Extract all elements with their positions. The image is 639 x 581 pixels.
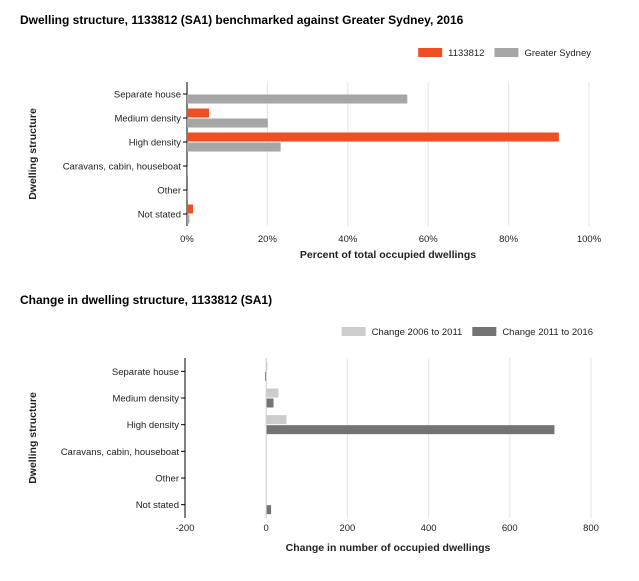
chart1-bar-1 <box>187 132 559 142</box>
chart1-bar-2 <box>187 214 190 224</box>
chart2-legend-swatch-1 <box>341 327 366 336</box>
chart1-y-axis-label: Dwelling structure <box>27 108 39 200</box>
chart2-x-tick-label: 400 <box>421 523 437 534</box>
chart1-category-label: Not stated <box>138 210 181 221</box>
chart2-category-label: Separate house <box>112 367 179 378</box>
chart2-bar-1 <box>266 388 279 398</box>
chart2-x-tick-label: 200 <box>339 523 355 534</box>
chart2-x-tick-label: 600 <box>502 523 518 534</box>
chart2-x-tick-label: 0 <box>264 523 269 534</box>
chart1-category-label: Separate house <box>114 90 181 101</box>
chart1-x-tick-label: 40% <box>338 234 358 245</box>
chart1-legend-label-2: Greater Sydney <box>524 48 591 59</box>
chart1-category-label: Caravans, cabin, houseboat <box>63 162 182 173</box>
chart2-legend-label-2: Change 2011 to 2016 <box>502 327 593 338</box>
chart1-bar-2 <box>187 142 281 152</box>
chart1-category-label: Medium density <box>114 114 181 125</box>
chart1-x-tick-label: 0% <box>180 234 194 245</box>
chart2-x-axis-label: Change in number of occupied dwellings <box>286 542 491 554</box>
chart1-bar-1 <box>187 204 194 214</box>
chart1-x-tick-label: 100% <box>577 234 602 245</box>
chart2-category-label: Other <box>155 474 179 485</box>
chart1-legend-label-1: 1133812 <box>448 48 484 59</box>
chart1-bar-1 <box>187 108 210 118</box>
chart1-bar-2 <box>187 118 268 128</box>
chart1-x-tick-label: 20% <box>258 234 278 245</box>
chart2-legend-swatch-2 <box>472 327 497 336</box>
chart1-legend-swatch-2 <box>494 48 519 57</box>
chart2-bar-2 <box>264 371 267 381</box>
chart1-x-axis-label: Percent of total occupied dwellings <box>300 249 476 261</box>
chart1-x-tick-label: 60% <box>419 234 439 245</box>
chart1-category-label: High density <box>129 138 182 149</box>
chart2-legend-label-1: Change 2006 to 2011 <box>372 327 463 338</box>
chart2-x-tick-label: 800 <box>583 523 599 534</box>
chart1-legend-swatch-1 <box>418 48 443 57</box>
chart2-y-axis-label: Dwelling structure <box>27 392 39 484</box>
chart2-bar-1 <box>266 361 268 371</box>
chart1-bar-2 <box>187 166 188 176</box>
chart2-category-label: High density <box>127 420 180 431</box>
chart2-category-label: Not stated <box>136 500 179 511</box>
chart1-category-label: Other <box>157 186 181 197</box>
chart2-category-label: Caravans, cabin, houseboat <box>61 447 180 458</box>
chart2-category-label: Medium density <box>112 394 179 405</box>
chart2-bar-2 <box>266 425 555 435</box>
chart2-title: Change in dwelling structure, 1133812 (S… <box>20 293 272 307</box>
chart2-bar-2 <box>266 505 272 515</box>
chart1-bar-2 <box>187 94 408 104</box>
chart1-x-tick-label: 80% <box>499 234 519 245</box>
chart2-x-tick-label: -200 <box>175 523 194 534</box>
chart1-title: Dwelling structure, 1133812 (SA1) benchm… <box>20 13 464 27</box>
chart1-bar-2 <box>187 190 189 200</box>
chart2-bar-1 <box>266 415 287 425</box>
chart2-bar-2 <box>266 398 274 408</box>
